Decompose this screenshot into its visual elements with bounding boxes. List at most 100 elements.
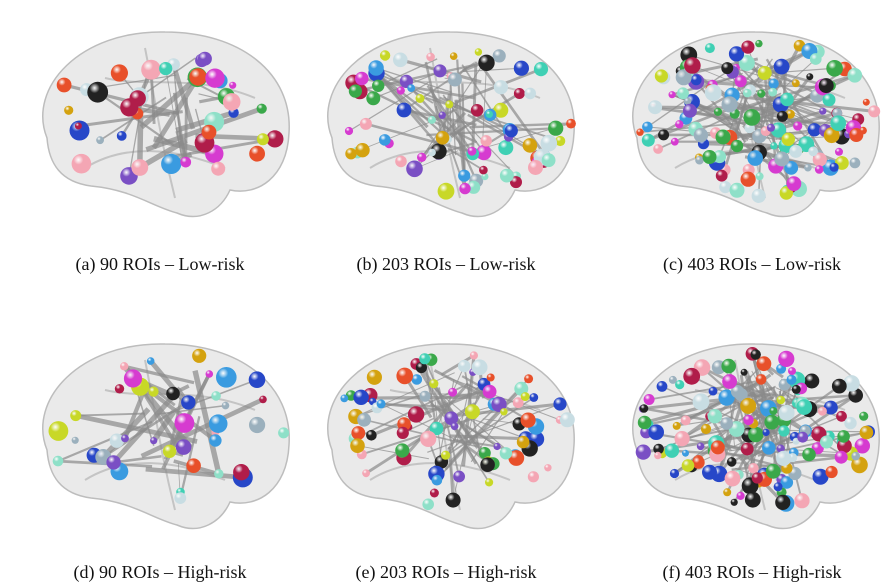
node bbox=[175, 413, 195, 433]
node bbox=[257, 104, 267, 114]
node bbox=[468, 147, 477, 156]
node bbox=[777, 396, 786, 405]
node bbox=[638, 416, 652, 430]
node bbox=[802, 448, 816, 462]
node bbox=[716, 170, 728, 182]
node bbox=[445, 100, 453, 108]
node bbox=[669, 91, 676, 98]
node bbox=[743, 415, 753, 425]
node bbox=[448, 73, 462, 87]
node bbox=[859, 412, 868, 421]
node bbox=[110, 434, 124, 448]
node bbox=[752, 472, 763, 483]
node bbox=[693, 393, 710, 410]
caption: (d) 90 ROIs – High-risk bbox=[74, 562, 247, 583]
node bbox=[654, 452, 661, 459]
node bbox=[850, 158, 861, 169]
node bbox=[770, 142, 777, 149]
node bbox=[120, 98, 138, 116]
node bbox=[774, 59, 790, 75]
node bbox=[544, 464, 551, 471]
node bbox=[366, 91, 380, 105]
node bbox=[810, 53, 822, 65]
node bbox=[826, 466, 838, 478]
node bbox=[636, 129, 643, 136]
node bbox=[498, 140, 513, 155]
node bbox=[529, 393, 538, 402]
node bbox=[683, 104, 697, 118]
node bbox=[500, 447, 512, 459]
node bbox=[653, 144, 663, 154]
node bbox=[472, 359, 488, 375]
node bbox=[560, 412, 575, 427]
node bbox=[830, 163, 839, 172]
node bbox=[655, 69, 668, 82]
node bbox=[366, 430, 377, 441]
node bbox=[500, 408, 507, 415]
node bbox=[64, 106, 73, 115]
node bbox=[72, 154, 92, 174]
node bbox=[743, 89, 752, 98]
node bbox=[485, 478, 493, 486]
node bbox=[198, 52, 212, 66]
node bbox=[705, 43, 715, 53]
node bbox=[792, 79, 800, 87]
node bbox=[117, 131, 127, 141]
node bbox=[769, 407, 777, 415]
node bbox=[524, 374, 533, 383]
node bbox=[249, 417, 265, 433]
node bbox=[148, 387, 158, 397]
node bbox=[360, 118, 372, 130]
node bbox=[106, 455, 120, 469]
node bbox=[355, 143, 369, 157]
node bbox=[648, 424, 664, 440]
node bbox=[192, 349, 206, 363]
node bbox=[524, 88, 536, 100]
node bbox=[766, 464, 781, 479]
node bbox=[430, 489, 439, 498]
node bbox=[479, 166, 488, 175]
node bbox=[716, 130, 731, 145]
node bbox=[757, 90, 765, 98]
node bbox=[351, 426, 365, 440]
node bbox=[340, 395, 348, 403]
node bbox=[121, 435, 129, 443]
node bbox=[719, 181, 731, 193]
node bbox=[658, 129, 669, 140]
node bbox=[731, 140, 743, 152]
node bbox=[747, 150, 763, 166]
node bbox=[748, 463, 758, 473]
node bbox=[751, 349, 761, 359]
node bbox=[787, 176, 802, 191]
node bbox=[642, 134, 655, 147]
node bbox=[393, 53, 408, 68]
node bbox=[670, 469, 679, 478]
node bbox=[186, 458, 201, 473]
node bbox=[514, 61, 529, 76]
node bbox=[439, 112, 446, 119]
node bbox=[657, 381, 668, 392]
node bbox=[741, 172, 756, 187]
node bbox=[480, 457, 495, 472]
node bbox=[206, 370, 214, 378]
node bbox=[211, 391, 221, 401]
caption: (b) 203 ROIs – Low-risk bbox=[357, 254, 536, 275]
node bbox=[548, 121, 563, 136]
node bbox=[764, 415, 779, 430]
node bbox=[87, 82, 108, 103]
node bbox=[788, 367, 796, 375]
node bbox=[796, 399, 812, 415]
node bbox=[487, 374, 495, 382]
node bbox=[755, 40, 762, 47]
node bbox=[741, 443, 754, 456]
node bbox=[780, 93, 794, 107]
node bbox=[475, 48, 482, 55]
node bbox=[451, 423, 459, 431]
node bbox=[675, 431, 690, 446]
node bbox=[396, 368, 413, 385]
node bbox=[448, 388, 457, 397]
node bbox=[176, 439, 192, 455]
node bbox=[725, 471, 741, 487]
node bbox=[741, 41, 754, 54]
node bbox=[681, 415, 691, 425]
